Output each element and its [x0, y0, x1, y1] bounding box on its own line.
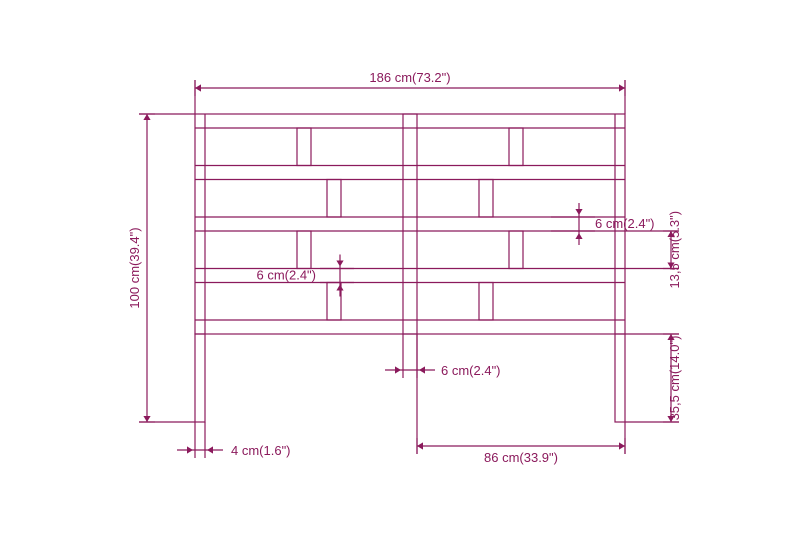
- left-leg: [195, 334, 205, 422]
- svg-text:4 cm(1.6"): 4 cm(1.6"): [231, 443, 291, 458]
- svg-text:6 cm(2.4"): 6 cm(2.4"): [441, 363, 501, 378]
- svg-text:186 cm(73.2"): 186 cm(73.2"): [369, 70, 450, 85]
- svg-text:100 cm(39.4"): 100 cm(39.4"): [127, 227, 142, 308]
- headboard-panel: [195, 114, 625, 334]
- right-leg: [615, 334, 625, 422]
- svg-text:13,5 cm(5.3"): 13,5 cm(5.3"): [667, 211, 682, 289]
- svg-text:35,5 cm(14.0"): 35,5 cm(14.0"): [667, 336, 682, 421]
- svg-text:86 cm(33.9"): 86 cm(33.9"): [484, 450, 558, 465]
- dimension-drawing: 186 cm(73.2") 100 cm(39.4") 4 cm(1.6") 6 cm…: [0, 0, 800, 533]
